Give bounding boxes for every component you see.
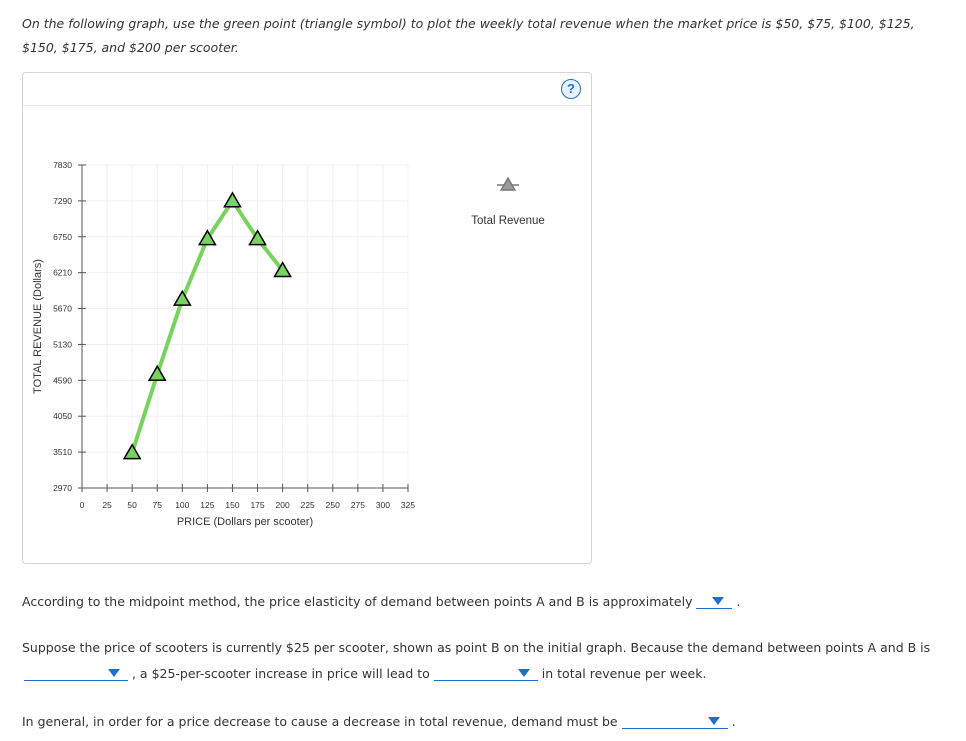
question-1: According to the midpoint method, the pr…: [22, 592, 740, 609]
chevron-down-icon: [712, 597, 725, 605]
demand-type-dropdown[interactable]: [24, 664, 128, 681]
question-3: In general, in order for a price decreas…: [22, 712, 736, 729]
y-tick-label: 4590: [53, 375, 72, 385]
revenue-change-dropdown[interactable]: [433, 664, 538, 681]
data-point-marker: [198, 229, 217, 246]
x-tick-label: 75: [152, 500, 162, 510]
x-tick-label: 100: [175, 500, 189, 510]
x-tick-label: 50: [127, 500, 137, 510]
y-tick-label: 6750: [53, 232, 72, 242]
data-point-marker: [248, 229, 267, 246]
x-tick-label: 250: [326, 500, 340, 510]
y-tick-label: 3510: [53, 447, 72, 457]
y-tick-label: 7290: [53, 196, 72, 206]
chevron-down-icon: [707, 717, 720, 725]
y-tick-label: 7830: [53, 160, 72, 170]
x-tick-label: 200: [276, 500, 290, 510]
y-axis-label: TOTAL REVENUE (Dollars): [32, 259, 44, 394]
question-2-line-2: , a $25-per-scooter increase in price wi…: [24, 664, 706, 681]
question-1-end: .: [736, 594, 741, 609]
y-tick-label: 5670: [53, 304, 72, 314]
data-point-marker: [223, 191, 242, 208]
data-point-marker: [147, 364, 167, 381]
x-tick-label: 300: [376, 500, 390, 510]
y-tick-label: 5130: [53, 339, 72, 349]
graph-toolbar: ?: [23, 73, 591, 106]
x-tick-label: 125: [200, 500, 214, 510]
x-axis-label: PRICE (Dollars per scooter): [177, 516, 313, 528]
data-point-marker: [273, 261, 292, 278]
chevron-down-icon: [517, 669, 530, 677]
legend-triangle-icon: [499, 176, 517, 191]
x-tick-label: 275: [351, 500, 365, 510]
x-tick-label: 0: [80, 500, 85, 510]
help-icon[interactable]: ?: [561, 79, 581, 99]
x-tick-label: 325: [401, 500, 415, 510]
question-1-text: According to the midpoint method, the pr…: [22, 594, 693, 609]
data-point-marker: [172, 289, 192, 306]
question-2-line-1: Suppose the price of scooters is current…: [22, 640, 930, 655]
graph-panel: ?: [22, 72, 592, 564]
question-2-text-b: , a $25-per-scooter increase in price wi…: [131, 666, 430, 681]
demand-elasticity-dropdown[interactable]: [621, 712, 728, 729]
instructions-text: On the following graph, use the green po…: [22, 16, 915, 55]
question-2-text-a: Suppose the price of scooters is current…: [22, 640, 931, 655]
x-tick-label: 150: [225, 500, 239, 510]
question-3-text: In general, in order for a price decreas…: [22, 714, 618, 729]
legend-label: Total Revenue: [471, 215, 545, 227]
y-tick-label: 4050: [53, 411, 72, 421]
question-3-end: .: [731, 714, 736, 729]
y-tick-label: 2970: [53, 483, 72, 493]
elasticity-dropdown[interactable]: [696, 592, 733, 609]
chevron-down-icon: [108, 669, 120, 677]
data-point-marker: [122, 443, 142, 460]
x-tick-label: 175: [250, 500, 264, 510]
x-tick-label: 225: [301, 500, 315, 510]
y-tick-label: 6210: [53, 268, 72, 278]
question-2-text-c: in total revenue per week.: [541, 666, 707, 681]
x-tick-label: 25: [102, 500, 112, 510]
